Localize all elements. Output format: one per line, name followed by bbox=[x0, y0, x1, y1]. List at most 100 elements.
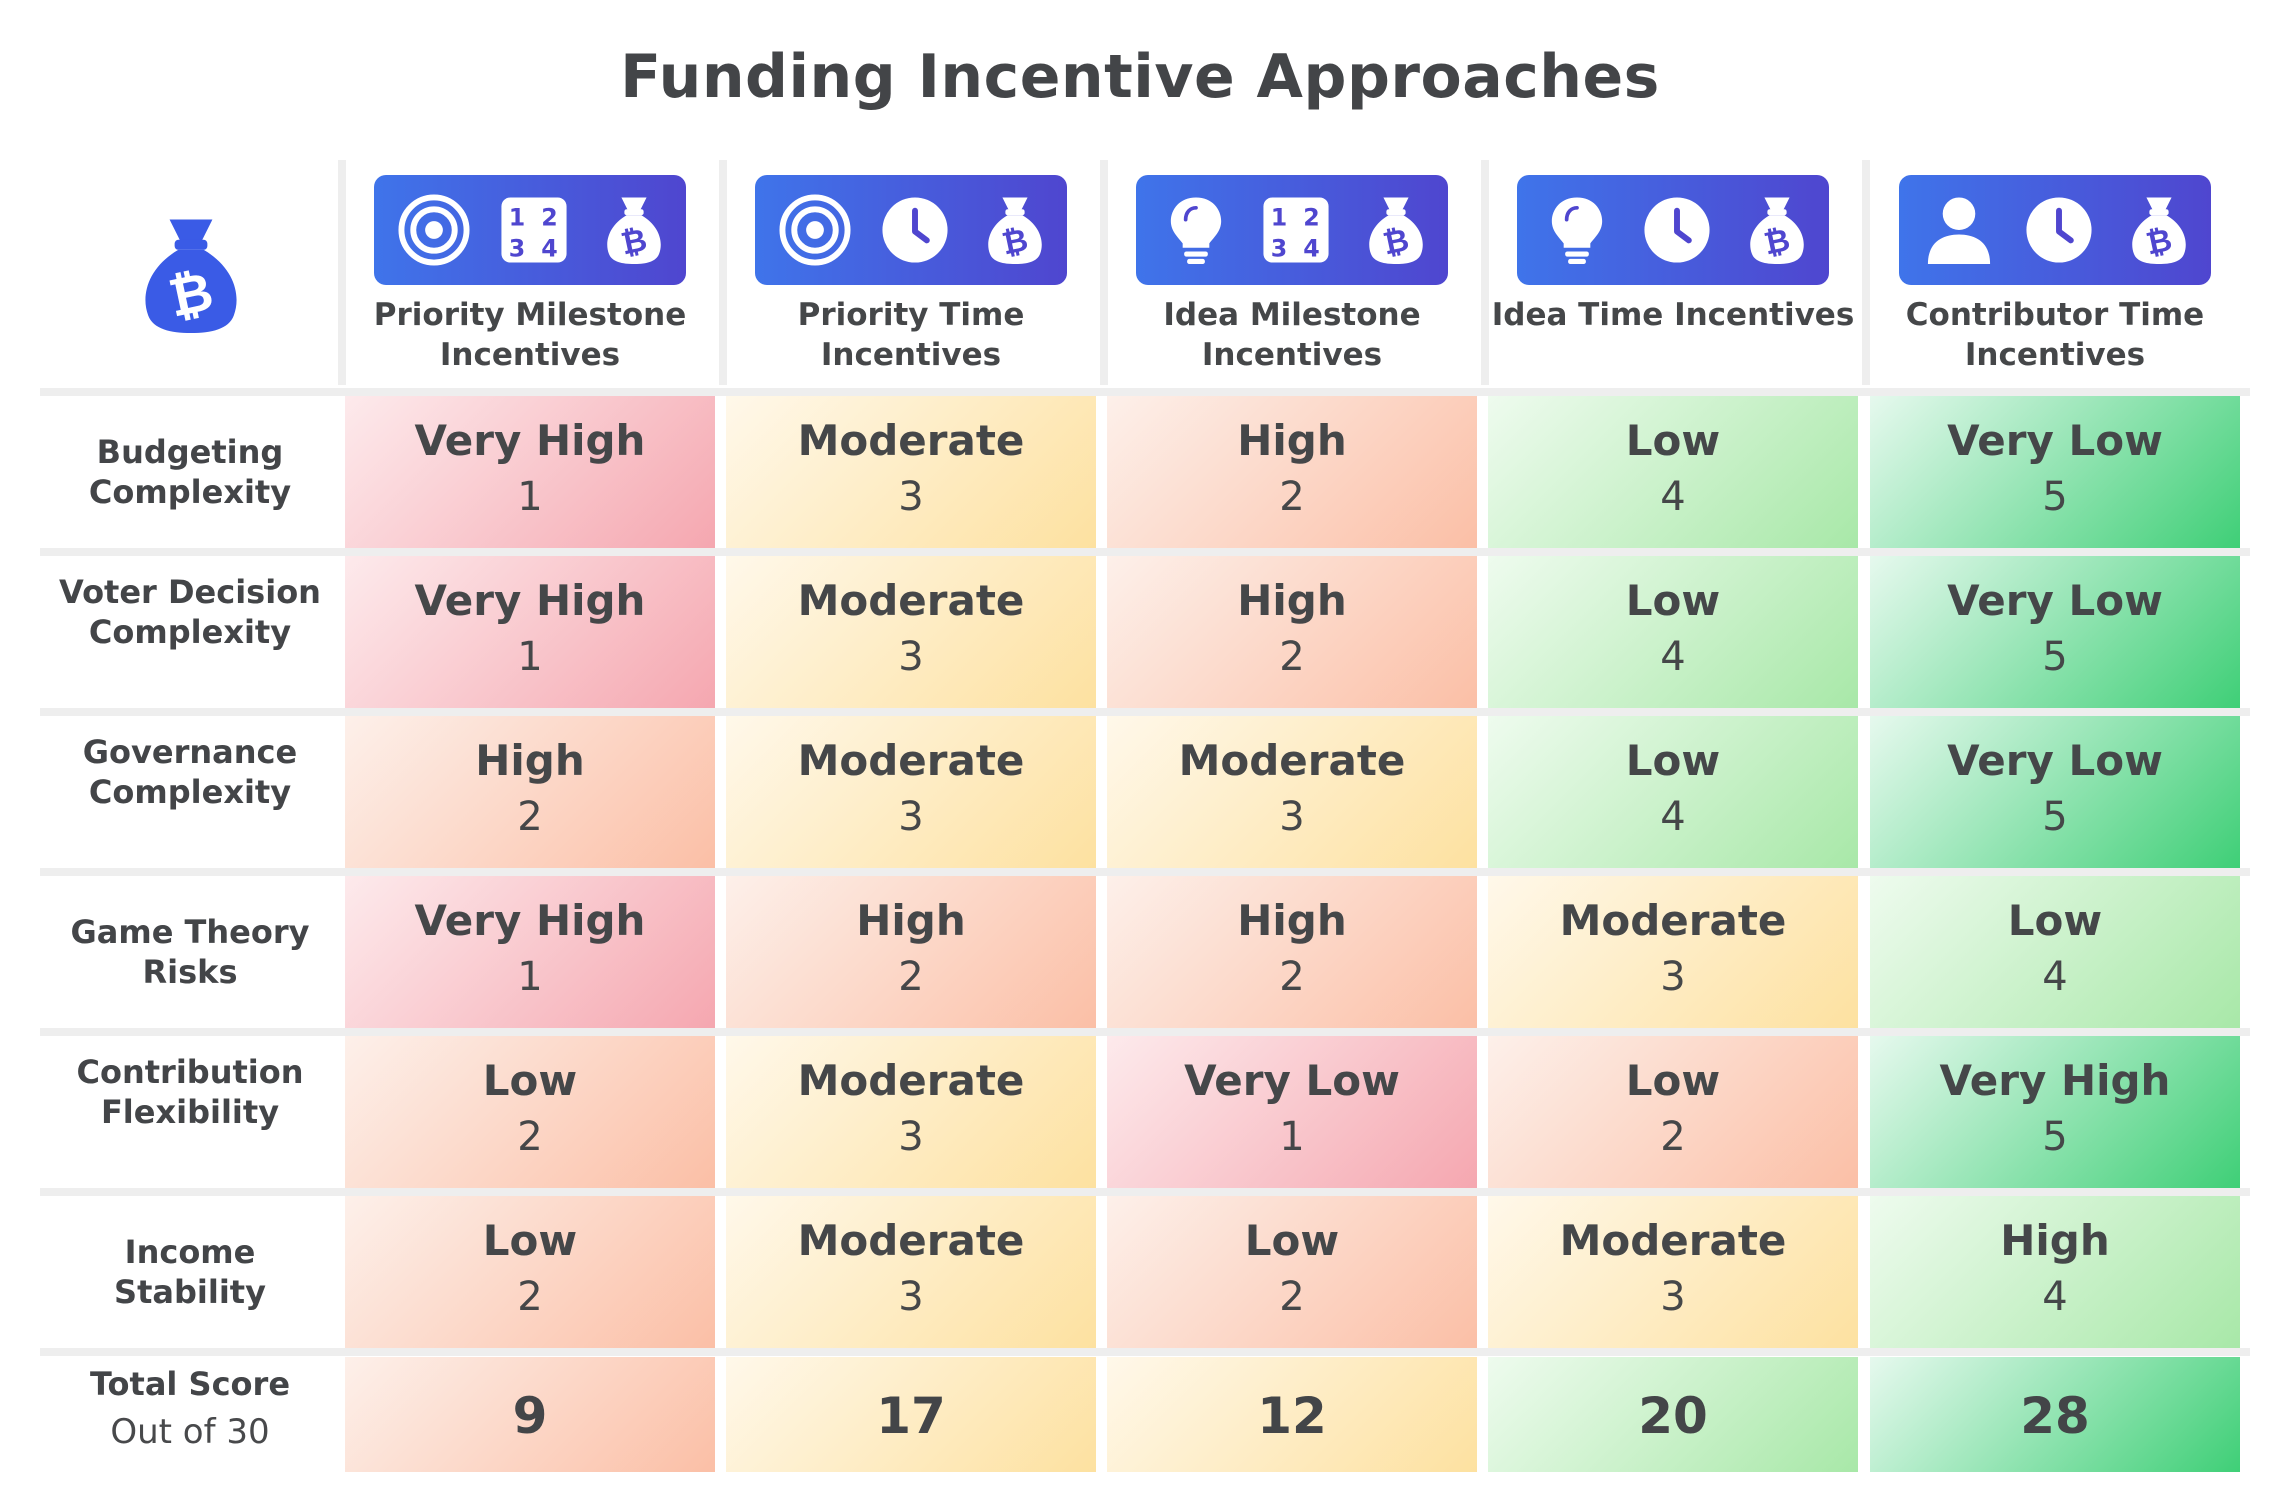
score-cell: Very High 1 bbox=[345, 556, 715, 708]
score-value: 3 bbox=[1660, 1274, 1686, 1320]
score-value: 2 bbox=[517, 1274, 543, 1320]
level-label: Moderate bbox=[797, 1056, 1025, 1105]
level-label: Low bbox=[1244, 1216, 1340, 1265]
bitcoin-bag-icon: ₿ bbox=[1750, 197, 1804, 265]
level-label: Moderate bbox=[1178, 736, 1406, 785]
score-value: 2 bbox=[1279, 954, 1305, 1000]
level-label: Moderate bbox=[797, 576, 1025, 625]
row-divider bbox=[40, 388, 2250, 396]
score-value: 4 bbox=[2042, 954, 2068, 1000]
score-cell: Low 4 bbox=[1488, 716, 1858, 868]
column-icon-bar: ₿ bbox=[755, 175, 1067, 285]
column-icon-bar: 1 2 3 4 ₿ bbox=[1136, 175, 1448, 285]
svg-text:4: 4 bbox=[541, 235, 557, 263]
level-label: Low bbox=[482, 1216, 578, 1265]
score-cell: Moderate 3 bbox=[1488, 1196, 1858, 1348]
total-cell: 20 bbox=[1488, 1357, 1858, 1472]
row-divider bbox=[40, 1348, 2250, 1356]
bitcoin-bag-icon: ₿ bbox=[988, 197, 1042, 265]
level-label: Very Low bbox=[1947, 736, 2163, 785]
row-label: Governance Complexity bbox=[82, 733, 298, 811]
score-cell: Low 2 bbox=[345, 1196, 715, 1348]
score-cell: Very Low 5 bbox=[1870, 396, 2240, 548]
level-label: Low bbox=[482, 1056, 578, 1105]
score-value: 4 bbox=[1660, 794, 1686, 840]
level-label: Moderate bbox=[797, 736, 1025, 785]
score-value: 5 bbox=[2042, 474, 2068, 520]
row-divider bbox=[40, 548, 2250, 556]
score-cell: High 2 bbox=[726, 876, 1096, 1028]
svg-text:3: 3 bbox=[1271, 235, 1287, 263]
level-label: Moderate bbox=[797, 416, 1025, 465]
score-cell: Very High 5 bbox=[1870, 1036, 2240, 1188]
score-cell: High 2 bbox=[1107, 876, 1477, 1028]
clock-icon bbox=[882, 197, 948, 263]
score-value: 5 bbox=[2042, 634, 2068, 680]
svg-text:3: 3 bbox=[509, 235, 525, 263]
score-value: 5 bbox=[2042, 794, 2068, 840]
total-value: 20 bbox=[1638, 1387, 1708, 1445]
column-divider bbox=[1862, 160, 1870, 385]
score-value: 3 bbox=[898, 1274, 924, 1320]
total-cell: 28 bbox=[1870, 1357, 2240, 1472]
score-cell: Very Low 5 bbox=[1870, 716, 2240, 868]
column-header: Contributor Time Incentives bbox=[1905, 297, 2205, 373]
column-divider bbox=[719, 160, 727, 385]
level-label: Very High bbox=[414, 576, 646, 625]
total-value: 9 bbox=[512, 1387, 548, 1445]
score-value: 3 bbox=[898, 474, 924, 520]
score-value: 5 bbox=[2042, 1114, 2068, 1160]
score-value: 1 bbox=[1279, 1114, 1305, 1160]
score-value: 2 bbox=[517, 1114, 543, 1160]
level-label: High bbox=[2000, 1216, 2110, 1265]
svg-text:1: 1 bbox=[1271, 204, 1287, 232]
score-cell: High 2 bbox=[1107, 556, 1477, 708]
total-label: Total Score bbox=[89, 1365, 291, 1403]
score-cell: Low 4 bbox=[1488, 556, 1858, 708]
level-label: Moderate bbox=[1559, 1216, 1787, 1265]
score-cell: Moderate 3 bbox=[726, 1196, 1096, 1348]
column-header: Priority Milestone Incentives bbox=[373, 297, 687, 373]
score-value: 3 bbox=[898, 634, 924, 680]
row-divider bbox=[40, 708, 2250, 716]
row-divider bbox=[40, 1028, 2250, 1036]
row-divider bbox=[40, 1188, 2250, 1196]
score-value: 2 bbox=[1279, 474, 1305, 520]
column-header: Priority Time Incentives bbox=[797, 297, 1025, 373]
milestone-grid-icon: 1 23 4 bbox=[1263, 197, 1329, 263]
score-cell: Moderate 3 bbox=[726, 1036, 1096, 1188]
score-value: 3 bbox=[898, 1114, 924, 1160]
score-value: 4 bbox=[2042, 1274, 2068, 1320]
bitcoin-bag-icon: ₿ bbox=[607, 197, 661, 265]
score-cell: Moderate 3 bbox=[726, 396, 1096, 548]
total-cell: 12 bbox=[1107, 1357, 1477, 1472]
score-cell: Low 2 bbox=[1107, 1196, 1477, 1348]
score-value: 1 bbox=[517, 474, 543, 520]
score-cell: High 2 bbox=[345, 716, 715, 868]
milestone-grid-icon: 1 23 4 bbox=[501, 197, 567, 263]
score-value: 3 bbox=[1660, 954, 1686, 1000]
total-score-label: Total Score Out of 30 bbox=[50, 1364, 330, 1452]
bitcoin-bag-icon: ₿ bbox=[2132, 197, 2186, 265]
score-cell: Moderate 3 bbox=[1107, 716, 1477, 868]
score-cell: Moderate 3 bbox=[1488, 876, 1858, 1028]
score-cell: High 2 bbox=[1107, 396, 1477, 548]
score-value: 4 bbox=[1660, 634, 1686, 680]
score-cell: High 4 bbox=[1870, 1196, 2240, 1348]
lightbulb-icon bbox=[1551, 197, 1603, 265]
level-label: Moderate bbox=[797, 1216, 1025, 1265]
chart-title: Funding Incentive Approaches bbox=[620, 42, 1660, 112]
level-label: Very High bbox=[414, 896, 646, 945]
score-cell: Very High 1 bbox=[345, 876, 715, 1028]
level-label: High bbox=[1237, 896, 1347, 945]
svg-text:1: 1 bbox=[509, 204, 525, 232]
score-cell: Very High 1 bbox=[345, 396, 715, 548]
score-cell: Low 4 bbox=[1488, 396, 1858, 548]
level-label: High bbox=[475, 736, 585, 785]
score-value: 3 bbox=[1279, 794, 1305, 840]
level-label: High bbox=[856, 896, 966, 945]
person-icon bbox=[1927, 197, 1991, 265]
column-divider bbox=[1100, 160, 1108, 385]
score-cell: Low 4 bbox=[1870, 876, 2240, 1028]
clock-icon bbox=[1644, 197, 1710, 263]
